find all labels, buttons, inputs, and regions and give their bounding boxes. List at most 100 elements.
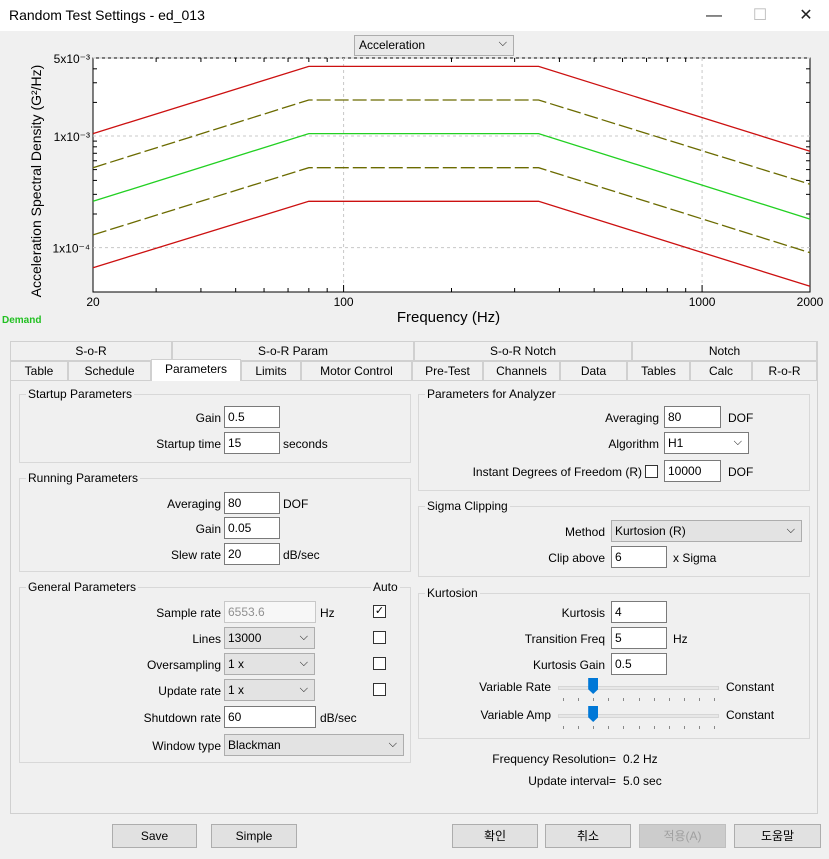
tab-parameters[interactable]: Parameters — [151, 359, 241, 381]
clip-above-input[interactable]: 6 — [611, 546, 667, 568]
tab-s-o-r-notch[interactable]: S-o-R Notch — [414, 341, 632, 361]
auto-column-label: Auto — [371, 580, 400, 594]
transition-freq-input[interactable]: 5 — [611, 627, 667, 649]
chevron-down-icon: ⌵ — [733, 436, 742, 448]
y-axis-label: Acceleration Spectral Density (G²/Hz) — [28, 65, 44, 298]
sample-rate-unit: Hz — [320, 606, 335, 620]
tab-calc[interactable]: Calc — [690, 361, 752, 381]
sample-rate-auto-checkbox[interactable]: ✓ — [373, 605, 386, 618]
kurtosis-input[interactable]: 4 — [611, 601, 667, 623]
tab-r-o-r[interactable]: R-o-R — [752, 361, 817, 381]
analyzer-parameters-title: Parameters for Analyzer — [425, 387, 558, 401]
plot-quantity-value: Acceleration — [359, 38, 426, 52]
tab-schedule[interactable]: Schedule — [68, 361, 151, 381]
y-tick-label: 1x10⁻³ — [54, 130, 90, 144]
transition-freq-unit: Hz — [673, 632, 688, 646]
tab-tables[interactable]: Tables — [627, 361, 690, 381]
running-averaging-input[interactable]: 80 — [224, 492, 280, 514]
tab-limits[interactable]: Limits — [241, 361, 301, 381]
running-slew-unit: dB/sec — [283, 548, 320, 562]
cancel-button[interactable]: 취소 — [545, 824, 631, 848]
startup-parameters-title: Startup Parameters — [26, 387, 135, 401]
startup-time-unit: seconds — [283, 437, 328, 451]
method-label: Method — [564, 525, 605, 539]
analyzer-averaging-input[interactable]: 80 — [664, 406, 721, 428]
running-slew-input[interactable]: 20 — [224, 543, 280, 565]
series-line-0 — [92, 65, 811, 152]
update-rate-value: 1 x — [228, 683, 245, 697]
variable-amp-slider[interactable] — [558, 706, 719, 729]
update-rate-select[interactable]: 1 x ⌵ — [224, 679, 315, 701]
tab-s-o-r-param[interactable]: S-o-R Param — [172, 341, 414, 361]
chevron-down-icon: ⌵ — [299, 657, 308, 669]
window-title: Random Test Settings - ed_013 — [9, 7, 205, 23]
apply-button: 적용(A) — [639, 824, 726, 848]
tab-s-o-r[interactable]: S-o-R — [10, 341, 172, 361]
kurtosis-label: Kurtosis — [561, 606, 605, 620]
lines-auto-checkbox[interactable] — [373, 631, 386, 644]
series-line-3 — [92, 167, 811, 254]
slider-tick — [608, 698, 610, 701]
startup-gain-label: Gain — [195, 411, 221, 425]
kurtosis-gain-input[interactable]: 0.5 — [611, 653, 667, 675]
oversampling-auto-checkbox[interactable] — [373, 657, 386, 670]
oversampling-select[interactable]: 1 x ⌵ — [224, 653, 315, 675]
algorithm-select[interactable]: H1 ⌵ — [664, 432, 749, 454]
chevron-down-icon: ⌵ — [299, 683, 308, 695]
idof-input[interactable]: 10000 — [664, 460, 721, 482]
oversampling-value: 1 x — [228, 657, 245, 671]
tab-data[interactable]: Data — [560, 361, 627, 381]
update-rate-auto-checkbox[interactable] — [373, 683, 386, 696]
running-gain-label: Gain — [195, 522, 221, 536]
lines-select[interactable]: 13000 ⌵ — [224, 627, 315, 649]
series-line-4 — [92, 200, 811, 287]
slider-tick — [623, 726, 625, 729]
slider-ticks — [558, 698, 719, 702]
save-button[interactable]: Save — [112, 824, 197, 848]
minimize-icon[interactable]: — — [706, 7, 722, 24]
slider-tick — [698, 726, 700, 729]
algorithm-label: Algorithm — [608, 437, 659, 451]
slider-tick — [638, 698, 640, 701]
variable-amp-value: Constant — [726, 708, 775, 722]
update-interval-label: Update interval= — [528, 774, 616, 788]
variable-rate-slider[interactable] — [558, 678, 719, 702]
tab-notch[interactable]: Notch — [632, 341, 817, 361]
slider-tick — [714, 698, 715, 701]
slider-tick — [563, 698, 564, 701]
startup-gain-input[interactable]: 0.5 — [224, 406, 280, 428]
general-parameters-title: General Parameters — [26, 580, 139, 594]
shutdown-rate-input[interactable]: 60 — [224, 706, 316, 728]
startup-time-input[interactable]: 15 — [224, 432, 280, 454]
window-type-select[interactable]: Blackman ⌵ — [224, 734, 404, 756]
simple-button[interactable]: Simple — [211, 824, 297, 848]
tab-table[interactable]: Table — [10, 361, 68, 381]
running-gain-input[interactable]: 0.05 — [224, 517, 280, 539]
slider-tick — [683, 726, 685, 729]
slider-thumb[interactable] — [588, 706, 599, 722]
x-tick-label: 100 — [334, 295, 354, 309]
slider-tick — [668, 726, 670, 729]
ok-button[interactable]: 확인 — [452, 824, 538, 848]
slider-tick — [563, 726, 564, 729]
help-button[interactable]: 도움말 — [734, 824, 821, 848]
clip-above-label: Clip above — [548, 551, 605, 565]
slider-tick — [593, 726, 595, 729]
tab-channels[interactable]: Channels — [483, 361, 560, 381]
idof-checkbox[interactable] — [645, 465, 658, 478]
clip-above-unit: x Sigma — [673, 551, 717, 565]
tab-motor-control[interactable]: Motor Control — [301, 361, 412, 381]
chevron-down-icon: ⌵ — [388, 738, 397, 750]
slider-tick — [578, 698, 580, 701]
running-parameters-title: Running Parameters — [26, 471, 141, 485]
idof-unit: DOF — [728, 465, 754, 479]
slider-track — [558, 714, 719, 718]
close-icon[interactable]: ✕ — [799, 7, 813, 24]
method-select[interactable]: Kurtosion (R) ⌵ — [611, 520, 802, 542]
slider-thumb[interactable] — [588, 678, 599, 694]
variable-rate-value: Constant — [726, 680, 775, 694]
shutdown-rate-label: Shutdown rate — [143, 711, 221, 725]
x-tick-label: 1000 — [689, 295, 716, 309]
tab-pre-test[interactable]: Pre-Test — [412, 361, 483, 381]
plot-quantity-select[interactable]: Acceleration ⌵ — [354, 35, 514, 56]
